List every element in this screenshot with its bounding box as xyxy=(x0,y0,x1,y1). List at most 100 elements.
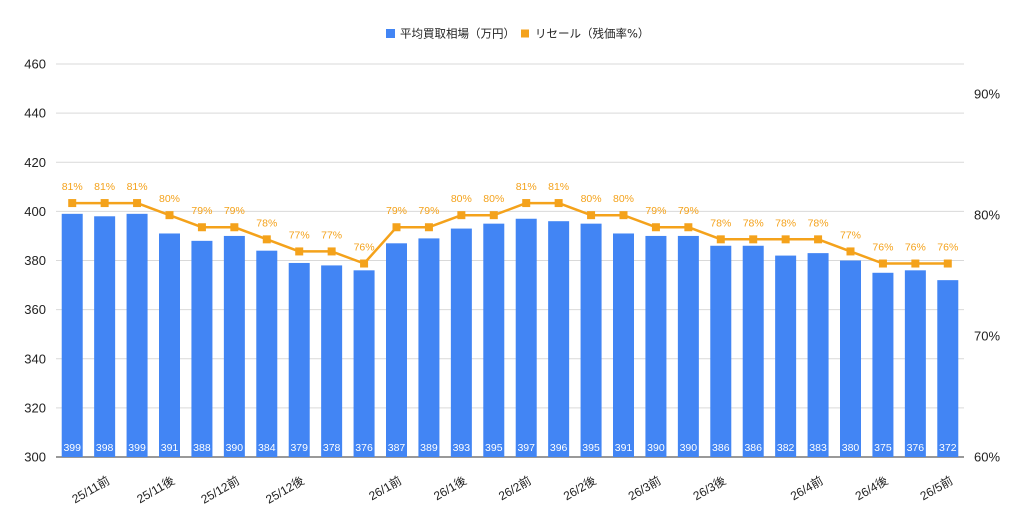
line-value-label: 80% xyxy=(581,193,602,205)
bar-value-label: 382 xyxy=(777,442,795,454)
x-tick-label: 25/11前 xyxy=(69,473,112,507)
bar-value-label: 399 xyxy=(128,442,146,454)
bar-value-label: 383 xyxy=(809,442,827,454)
bar xyxy=(613,233,634,457)
bar-value-label: 396 xyxy=(550,442,568,454)
y-left-tick-label: 400 xyxy=(24,204,46,219)
bar-value-label: 372 xyxy=(939,442,957,454)
line-marker xyxy=(360,259,369,268)
y-left-tick-label: 440 xyxy=(24,106,46,121)
bar xyxy=(191,240,213,457)
bar-value-label: 380 xyxy=(842,442,860,454)
bar-value-label: 384 xyxy=(258,442,276,454)
bar-value-label: 379 xyxy=(290,442,308,454)
x-tick-label: 26/4後 xyxy=(853,473,891,503)
line-value-label: 81% xyxy=(548,181,569,193)
line-value-label: 78% xyxy=(743,217,764,229)
line-value-label: 78% xyxy=(710,217,731,229)
line-marker xyxy=(100,199,109,208)
line-series xyxy=(68,199,952,268)
bar-value-label: 386 xyxy=(712,442,730,454)
line-marker xyxy=(165,211,174,220)
bar-value-label: 395 xyxy=(582,442,600,454)
line-value-label: 81% xyxy=(516,181,537,193)
line-value-label: 79% xyxy=(191,205,212,217)
line-marker xyxy=(133,199,142,208)
bar xyxy=(483,223,505,457)
y-right-tick-label: 70% xyxy=(974,329,1000,344)
x-tick-label: 25/11後 xyxy=(134,473,177,506)
line-value-label: 78% xyxy=(808,217,829,229)
bar-value-label: 391 xyxy=(161,442,179,454)
line-value-label: 80% xyxy=(483,193,504,205)
line-marker xyxy=(781,235,790,244)
y-left-tick-label: 420 xyxy=(24,155,46,170)
line-value-label: 79% xyxy=(386,205,407,217)
bar-value-label: 389 xyxy=(420,442,438,454)
bar-value-label: 391 xyxy=(615,442,633,454)
bar-value-label: 398 xyxy=(96,442,114,454)
x-tick-label: 25/12後 xyxy=(263,473,306,506)
bar-value-label: 378 xyxy=(323,442,341,454)
bar xyxy=(515,218,537,457)
bar xyxy=(288,262,310,457)
line-value-label: 77% xyxy=(289,229,310,241)
legend-label-bar: 平均買取相場（万円） xyxy=(400,27,515,41)
line-marker xyxy=(716,235,725,244)
bar xyxy=(61,213,83,457)
line-value-label: 79% xyxy=(678,205,699,217)
line-value-label: 81% xyxy=(94,181,115,193)
bar xyxy=(580,223,602,457)
bar-value-label: 390 xyxy=(226,442,244,454)
line-value-label: 80% xyxy=(159,193,180,205)
bar xyxy=(126,213,148,457)
bar-value-label: 375 xyxy=(874,442,892,454)
y-left-tick-label: 460 xyxy=(24,57,46,72)
line-marker xyxy=(295,247,304,256)
x-tick-label: 26/4前 xyxy=(787,473,825,504)
line-marker xyxy=(522,199,531,208)
line-marker xyxy=(424,223,433,232)
bar xyxy=(256,250,278,457)
y-left-tick-label: 360 xyxy=(24,302,46,317)
bar xyxy=(94,216,116,457)
line-value-label: 76% xyxy=(354,242,375,254)
y-left-tick-label: 320 xyxy=(24,400,46,415)
y-left-tick-label: 300 xyxy=(24,450,46,465)
line-value-label: 76% xyxy=(872,242,893,254)
line-value-label: 81% xyxy=(62,181,83,193)
line-marker xyxy=(392,223,401,232)
bar xyxy=(677,235,699,457)
bar xyxy=(645,235,667,457)
line-value-label: 78% xyxy=(775,217,796,229)
line-value-label: 81% xyxy=(127,181,148,193)
line-marker xyxy=(749,235,758,244)
bar-series xyxy=(61,213,959,457)
line-marker xyxy=(587,211,596,220)
bar xyxy=(807,253,829,457)
x-tick-label: 26/1前 xyxy=(366,473,404,504)
bar-value-label: 390 xyxy=(647,442,665,454)
bar xyxy=(450,228,472,457)
y-left-tick-label: 380 xyxy=(24,253,46,268)
bar xyxy=(872,272,894,457)
legend-item-bar: 平均買取相場（万円） xyxy=(386,27,515,41)
line-value-label: 79% xyxy=(224,205,245,217)
bar xyxy=(321,265,343,457)
line-marker xyxy=(814,235,823,244)
y-right-tick-label: 90% xyxy=(974,87,1000,102)
bar xyxy=(418,238,440,457)
x-tick-label: 26/1後 xyxy=(431,473,469,503)
bar xyxy=(548,221,570,457)
line-marker xyxy=(230,223,239,232)
line-marker xyxy=(262,235,271,244)
bar xyxy=(742,245,764,457)
bar-value-label: 386 xyxy=(744,442,762,454)
line-value-label: 79% xyxy=(645,205,666,217)
legend-item-line: リセール（残価率%） xyxy=(521,27,649,41)
bar-value-label: 390 xyxy=(680,442,698,454)
line-value-label: 79% xyxy=(418,205,439,217)
line-value-label: 76% xyxy=(905,242,926,254)
line-value-label: 77% xyxy=(321,229,342,241)
bar-value-label: 387 xyxy=(388,442,406,454)
